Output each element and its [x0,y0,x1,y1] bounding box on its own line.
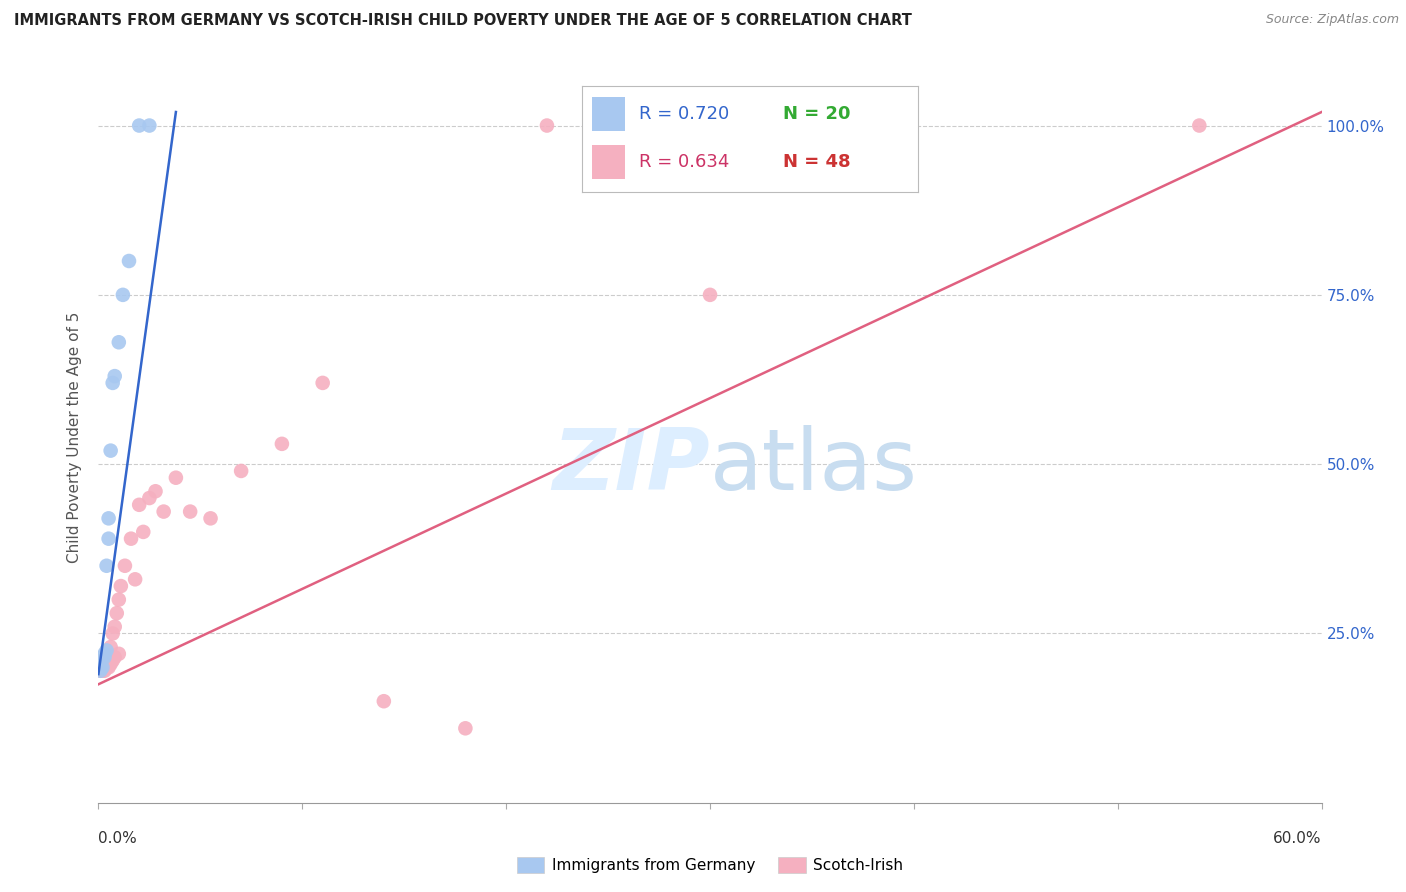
Point [89,657,111,671]
Point [91,664,114,678]
Legend: Immigrants from Germany, Scotch-Irish: Immigrants from Germany, Scotch-Irish [510,851,910,880]
Point [93,650,115,665]
Point [454,721,477,735]
Point [91,650,114,665]
Point [118,254,141,268]
Point [104,650,127,665]
Point [152,505,174,519]
Point [89,657,111,671]
Point [128,498,150,512]
Point [93,660,115,674]
Point [100,657,122,671]
Point [165,471,187,485]
Point [97,657,120,671]
Point [124,572,146,586]
Point [100,443,122,458]
Text: Source: ZipAtlas.com: Source: ZipAtlas.com [1265,13,1399,27]
Point [89,664,111,678]
Text: ZIP: ZIP [553,425,710,508]
Point [93,654,115,668]
Point [312,376,335,390]
Point [108,647,131,661]
Point [179,505,201,519]
Point [96,558,118,573]
Point [128,119,150,133]
Point [111,288,134,302]
Point [100,640,122,654]
Point [93,647,115,661]
Point [96,660,118,674]
Point [101,376,124,390]
Point [97,532,120,546]
Point [270,437,294,451]
Point [114,558,136,573]
Point [91,657,114,671]
Text: 0.0%: 0.0% [98,831,138,846]
Point [138,491,160,505]
Point [93,650,115,665]
Point [101,654,124,668]
Point [536,119,558,133]
Point [91,660,114,674]
Point [91,650,114,665]
Point [91,660,114,674]
Point [104,369,127,384]
Point [97,660,120,674]
Point [110,579,132,593]
Point [1188,119,1211,133]
Point [108,335,131,350]
Point [138,119,160,133]
Point [108,592,131,607]
Point [200,511,222,525]
Text: IMMIGRANTS FROM GERMANY VS SCOTCH-IRISH CHILD POVERTY UNDER THE AGE OF 5 CORRELA: IMMIGRANTS FROM GERMANY VS SCOTCH-IRISH … [14,13,912,29]
Text: atlas: atlas [710,425,918,508]
Point [97,511,120,525]
Point [231,464,253,478]
Point [97,650,120,665]
Point [96,657,118,671]
Point [132,524,155,539]
Point [104,620,127,634]
Point [96,647,118,661]
Point [96,643,118,657]
Text: 60.0%: 60.0% [1274,831,1322,846]
Point [373,694,395,708]
Point [93,657,115,671]
Point [105,606,128,620]
Point [96,654,118,668]
Point [93,664,115,678]
Point [145,484,167,499]
Y-axis label: Child Poverty Under the Age of 5: Child Poverty Under the Age of 5 [67,311,83,563]
Point [101,626,124,640]
Point [699,288,721,302]
Point [89,660,111,674]
Point [89,654,111,668]
Point [89,664,111,678]
Point [120,532,142,546]
Point [89,660,111,674]
